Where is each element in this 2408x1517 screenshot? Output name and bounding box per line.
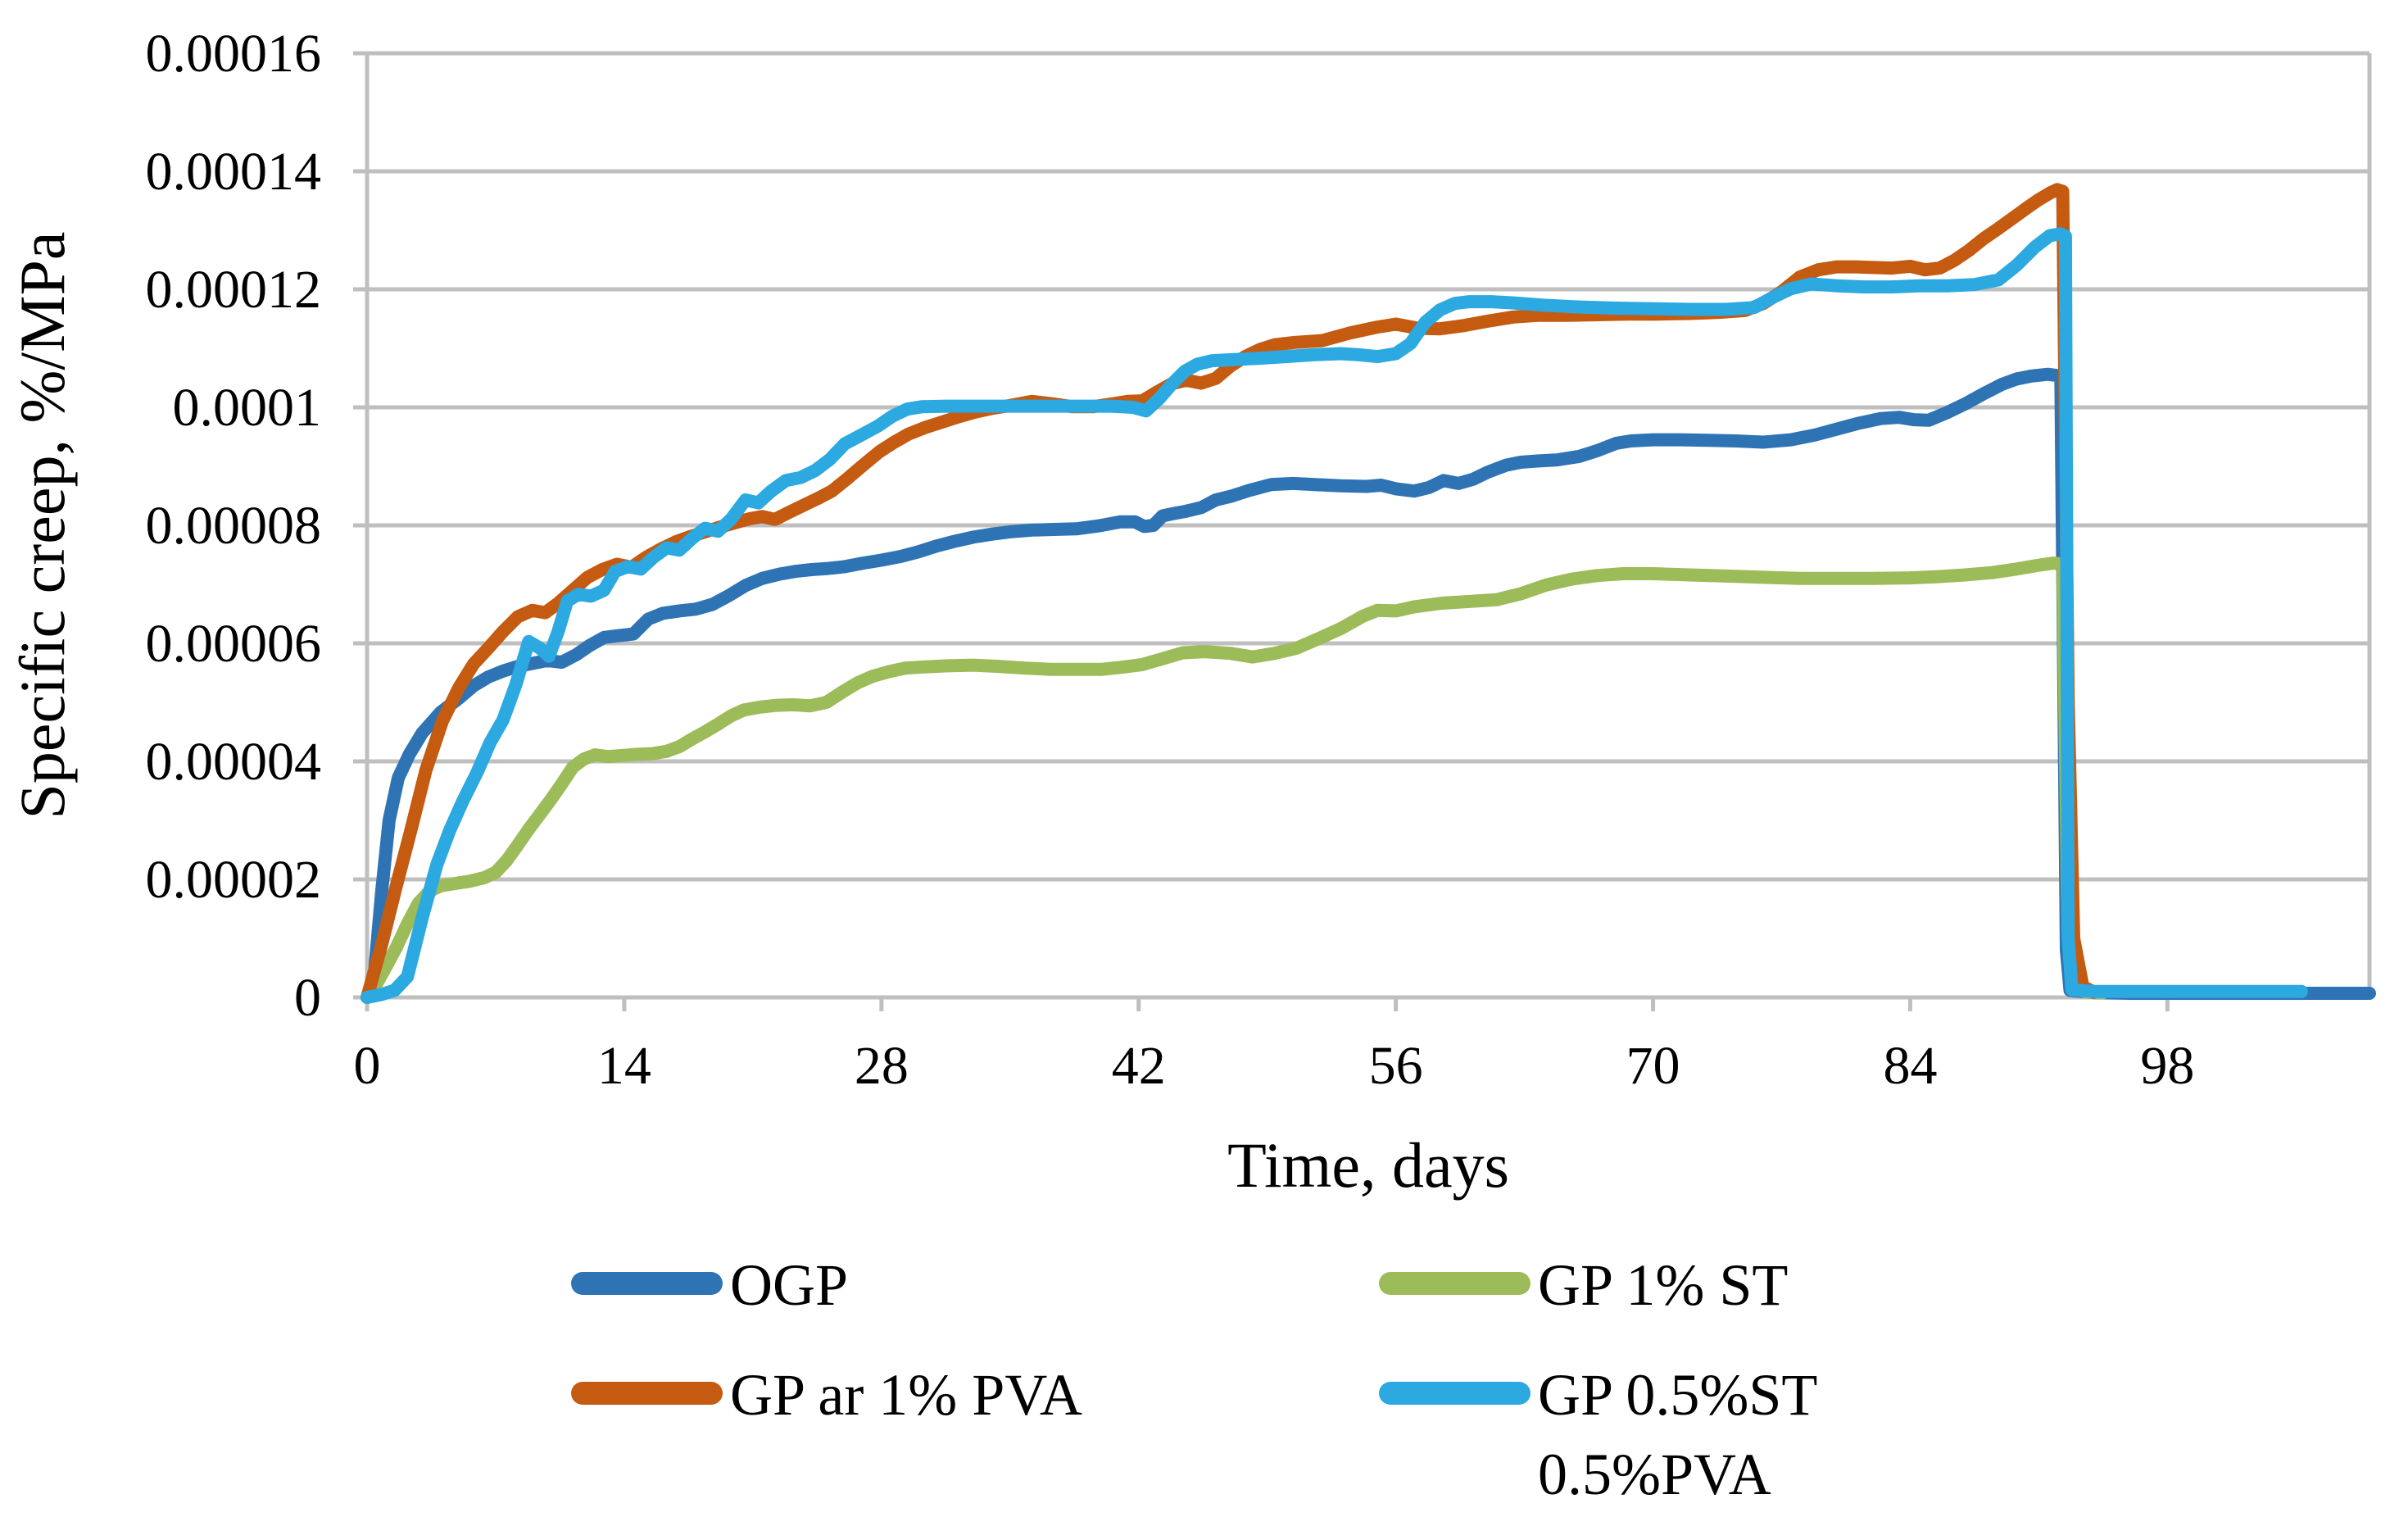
legend-swatch — [571, 1272, 723, 1295]
x-tick-label: 14 — [597, 1036, 651, 1096]
x-axis-title: Time, days — [1227, 1129, 1509, 1201]
series-line-gp-1-st — [361, 556, 2110, 1004]
legend-item-gp-ar-1-pva[interactable]: GP ar 1% PVA — [571, 1362, 1082, 1428]
y-tick-label: 0.00002 — [146, 850, 322, 910]
tick-labels: 0 0.00002 0.00004 0.00006 0.00008 0.0001 0.000… — [146, 24, 2195, 1096]
series-line-ogp — [361, 367, 2376, 1004]
legend-label: GP 0.5%ST — [1538, 1362, 1817, 1428]
y-tick-label: 0.00006 — [146, 614, 322, 674]
y-tick-label: 0.0001 — [173, 378, 322, 438]
x-tick-label: 56 — [1369, 1036, 1423, 1096]
y-tick-label: 0.00012 — [146, 260, 322, 320]
x-tick-label: 42 — [1112, 1036, 1166, 1096]
legend-item-gp-1-st[interactable]: GP 1% ST — [1379, 1252, 1788, 1318]
y-tick-label: 0.00008 — [146, 496, 322, 556]
y-tick-label: 0 — [294, 968, 321, 1028]
x-tick-label: 0 — [354, 1036, 381, 1096]
x-tick-label: 98 — [2140, 1036, 2194, 1096]
y-tick-label: 0.00014 — [146, 142, 322, 202]
legend-label: GP 1% ST — [1538, 1252, 1788, 1318]
legend-swatch — [1379, 1382, 1531, 1405]
legend-label: OGP — [730, 1252, 848, 1318]
x-tick-label: 28 — [855, 1036, 909, 1096]
legend: OGP GP 1% ST GP ar 1% PVA GP 0.5%ST 0.5%PVA — [571, 1252, 1817, 1507]
x-tick-label: 70 — [1626, 1036, 1680, 1096]
y-axis-title: Specific creep, %/MPa — [7, 232, 78, 820]
legend-swatch — [1379, 1272, 1531, 1295]
x-tick-label: 84 — [1883, 1036, 1937, 1096]
series-line-gp-ar-1-pva — [361, 183, 2101, 1004]
axes — [353, 51, 2372, 1011]
legend-label: GP ar 1% PVA — [730, 1362, 1082, 1428]
y-tick-label: 0.00004 — [146, 732, 322, 792]
series-line-gp-0-5-st-0-5-pva — [361, 227, 2308, 1004]
legend-swatch — [571, 1382, 723, 1405]
y-tick-label: 0.00016 — [146, 24, 322, 84]
series-lines — [361, 183, 2376, 1004]
legend-label: 0.5%PVA — [1538, 1442, 1771, 1507]
legend-item-gp-0-5-st-0-5-pva[interactable]: GP 0.5%ST 0.5%PVA — [1379, 1362, 1817, 1507]
legend-item-ogp[interactable]: OGP — [571, 1252, 848, 1318]
